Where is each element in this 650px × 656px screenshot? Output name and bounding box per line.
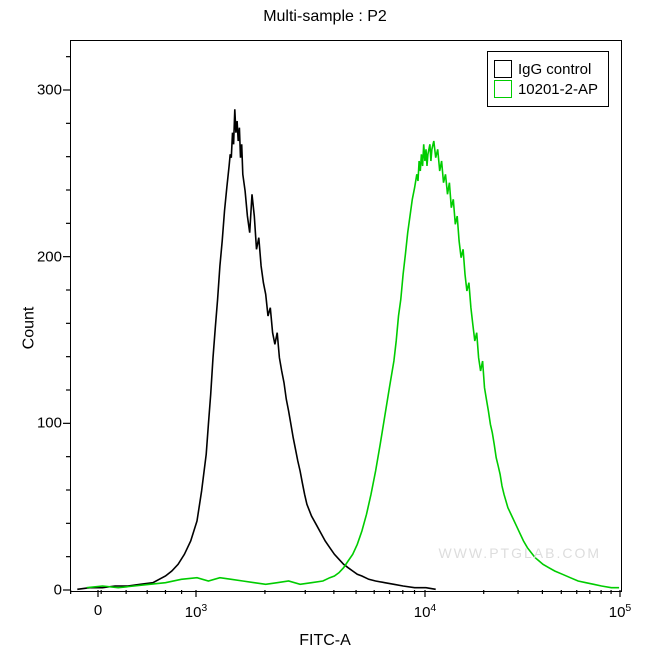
series-line [87, 141, 619, 588]
plot-area: IgG control 10201-2-AP WWW.PTGLAB.COM [70, 40, 622, 592]
plot-svg [71, 41, 621, 591]
flow-cytometry-histogram: Multi-sample : P2 Count FITC-A IgG contr… [0, 0, 650, 656]
legend-swatch [494, 60, 512, 78]
chart-title: Multi-sample : P2 [0, 8, 650, 26]
y-tick-label: 0 [54, 582, 62, 599]
x-tick-label: 0 [94, 602, 102, 619]
legend-item: IgG control [494, 60, 598, 78]
legend-item: 10201-2-AP [494, 80, 598, 98]
y-axis-label: Count [20, 307, 38, 350]
y-tick-label: 200 [37, 248, 62, 265]
series-line [77, 109, 435, 589]
x-tick-label: 104 [414, 602, 437, 621]
legend-box: IgG control 10201-2-AP [487, 51, 609, 107]
x-tick-label: 103 [185, 602, 208, 621]
x-axis-label: FITC-A [0, 632, 650, 650]
y-tick-label: 100 [37, 415, 62, 432]
legend-label: 10201-2-AP [518, 81, 598, 98]
y-tick-label: 300 [37, 82, 62, 99]
legend-label: IgG control [518, 61, 591, 78]
watermark: WWW.PTGLAB.COM [438, 545, 601, 561]
x-tick-label: 105 [609, 602, 632, 621]
legend-swatch [494, 80, 512, 98]
